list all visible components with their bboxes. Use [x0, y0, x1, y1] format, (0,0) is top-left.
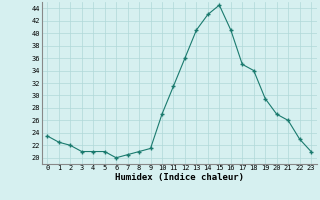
X-axis label: Humidex (Indice chaleur): Humidex (Indice chaleur)	[115, 173, 244, 182]
